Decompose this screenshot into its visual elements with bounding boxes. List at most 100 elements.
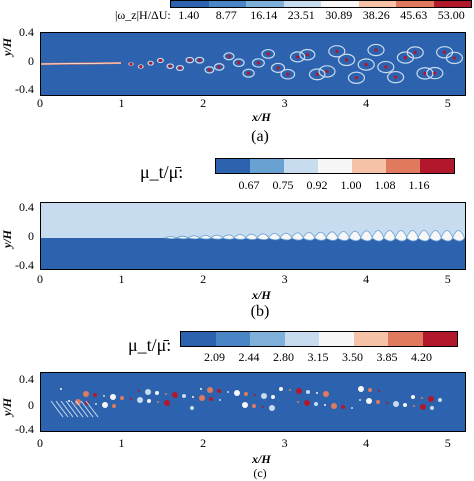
vortex-core — [384, 65, 388, 69]
colorbar-cell — [352, 159, 387, 173]
colorbar-cell — [358, 1, 397, 7]
xtick-label: 0 — [37, 272, 43, 286]
field-spot — [199, 395, 205, 401]
field-spot — [145, 389, 151, 395]
field-spot — [314, 402, 318, 406]
colorbar-tick-label: 1.16 — [408, 178, 430, 192]
vortex-core — [247, 71, 251, 75]
vortex-core — [452, 56, 456, 60]
vortex-core — [188, 58, 192, 62]
vortex-core — [354, 76, 358, 80]
field-spot — [227, 391, 229, 393]
field-spot — [103, 395, 105, 397]
field-spot — [271, 395, 275, 399]
field-spot — [190, 406, 194, 410]
colorbar-tick-label: 1.00 — [340, 178, 362, 192]
vortex-ring — [280, 68, 296, 80]
field-streak — [65, 400, 79, 418]
plot-c-spots — [50, 386, 442, 418]
field-spot — [120, 396, 124, 400]
xtick-label: 0 — [37, 96, 43, 110]
xlabel-b: x/H — [252, 288, 271, 302]
colorbar-tick-label: 0.75 — [272, 178, 294, 192]
field-spot — [323, 391, 329, 397]
field-streak — [75, 400, 89, 418]
vortex-ring — [289, 51, 306, 63]
field-spot — [438, 398, 442, 402]
colorbar-c-title: μ_t/μ̄: — [128, 335, 172, 355]
plot-a-vortices — [128, 43, 463, 84]
field-spot — [209, 397, 213, 401]
vortex-ring — [328, 45, 346, 58]
vortex-core — [394, 75, 398, 79]
colorbar-tick-label: 1.40 — [178, 8, 200, 22]
field-spot — [411, 395, 415, 399]
vortex-core — [443, 50, 447, 54]
colorbar-tick-label: 38.26 — [362, 8, 390, 22]
vortex-core — [256, 61, 260, 65]
ytick-a-bot: -0.4 — [15, 82, 34, 96]
field-spot — [93, 393, 97, 397]
field-streak — [70, 400, 84, 418]
field-spot — [217, 389, 221, 393]
xtick-label: 3 — [281, 272, 288, 286]
ylabel-b: y/H — [0, 230, 14, 248]
field-spot — [75, 399, 81, 405]
colorbar-c-ticks: 2.09 2.44 2.80 3.15 3.50 3.85 4.20 — [180, 350, 456, 364]
vortex-core — [217, 65, 221, 69]
field-spot — [378, 390, 380, 392]
field-spot — [420, 404, 426, 410]
field-spot — [242, 402, 248, 408]
colorbar-tick-label: 2.80 — [273, 350, 294, 364]
field-spot — [244, 392, 248, 396]
colorbar-a-ticks: 1.40 8.77 16.14 23.51 30.89 38.26 45.63 53.00 — [170, 8, 470, 22]
colorbar-tick-label: 3.50 — [342, 350, 363, 364]
vortex-ring — [204, 66, 215, 74]
vortex-core — [149, 61, 153, 65]
vortex-core — [207, 68, 211, 72]
vortex-core — [325, 69, 329, 74]
vortex-core — [374, 48, 378, 52]
field-spot — [252, 404, 256, 408]
colorbar-cell — [181, 332, 216, 346]
field-streak — [55, 400, 69, 418]
ytick-a-top: 0.4 — [19, 25, 34, 39]
ytick-b-top: 0.4 — [19, 200, 34, 214]
vortex-core — [403, 55, 407, 60]
vortex-core — [413, 50, 417, 55]
vortex-ring — [175, 64, 185, 72]
plot-c — [40, 372, 466, 432]
colorbar-b-title: μ_t/μ̄: — [140, 162, 184, 182]
field-spot — [279, 387, 283, 391]
vortex-ring — [213, 63, 225, 71]
ytick-b-mid: 0 — [28, 229, 34, 243]
field-spot — [172, 392, 178, 398]
field-spot — [254, 394, 256, 396]
field-spot — [130, 398, 132, 400]
ylabel-a: y/H — [0, 38, 14, 56]
vortex-core — [364, 62, 368, 67]
field-spot — [164, 400, 170, 406]
field-spot — [358, 386, 364, 392]
colorbar-tick-label: 3.85 — [376, 350, 398, 364]
vortex-ring — [223, 52, 235, 61]
vortex-core — [315, 72, 319, 76]
field-spot — [147, 399, 151, 403]
field-streak — [50, 400, 64, 418]
ytick-c-bot: -0.4 — [15, 422, 34, 436]
xtick-label: 2 — [200, 436, 207, 450]
vortex-ring — [387, 70, 405, 84]
vortex-core — [305, 53, 309, 57]
field-spot — [68, 400, 70, 402]
vortex-ring — [377, 60, 395, 74]
colorbar-cell — [433, 1, 471, 7]
field-spot — [219, 399, 221, 401]
colorbar-cell — [420, 159, 454, 173]
colorbar-tick-label: 53.00 — [437, 8, 465, 22]
vortex-ring — [318, 65, 336, 78]
xlabel-c: x/H — [252, 452, 271, 466]
vortex-ring — [232, 58, 245, 68]
vortex-core — [168, 64, 172, 68]
field-spot — [112, 404, 116, 408]
field-spot — [351, 407, 353, 409]
